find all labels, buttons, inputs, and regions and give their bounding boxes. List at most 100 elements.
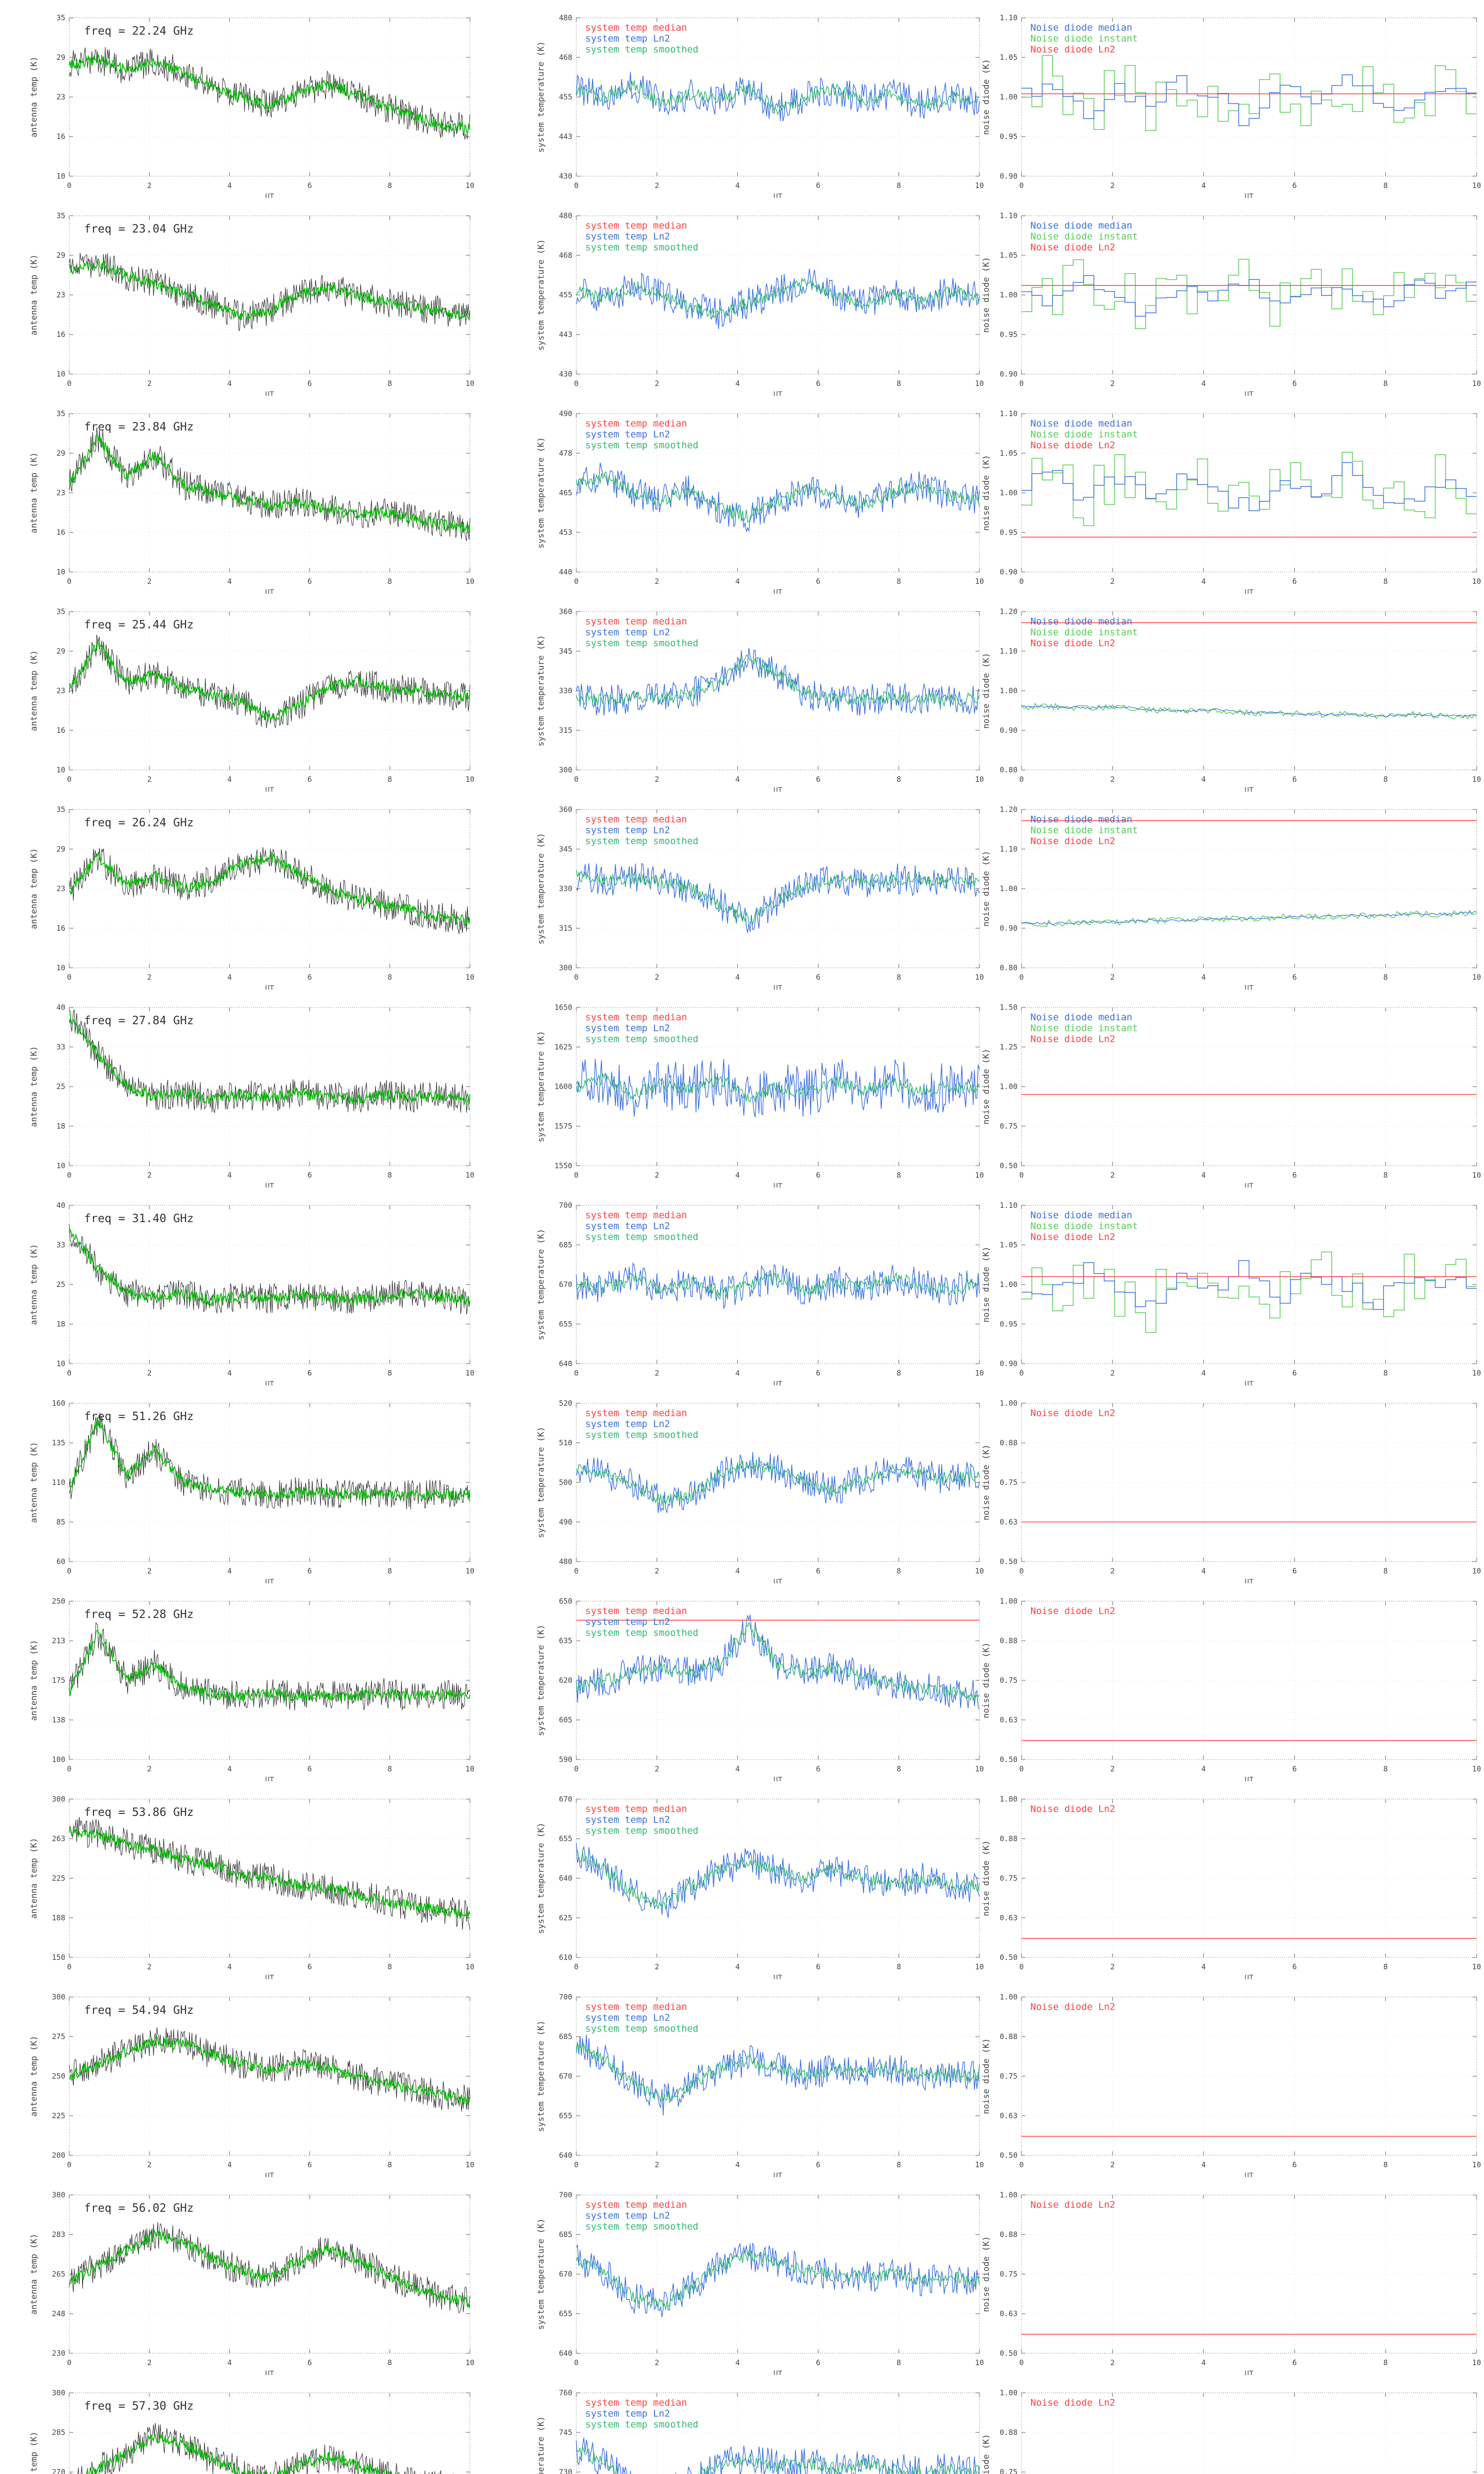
y-tick-label: 275 <box>52 2032 65 2041</box>
y-tick-label: 685 <box>559 2230 572 2239</box>
x-tick-label: 4 <box>227 973 232 982</box>
y-tick-label: 1.10 <box>1000 647 1018 656</box>
plot-row-25.44GHz: 0 2 4 6 8 10 10 16 23 29 35 antenna temp (K) UT freq … <box>29 607 1481 792</box>
y-tick-label: 655 <box>559 2309 572 2318</box>
x-tick-label: 4 <box>1201 1764 1206 1773</box>
y-tick-label: 650 <box>559 1597 572 1606</box>
y-tick-label: 300 <box>52 2388 65 2397</box>
x-tick-label: 0 <box>67 1764 71 1773</box>
x-tick-label: 0 <box>1019 1171 1023 1180</box>
series-path <box>69 1009 470 1106</box>
series-path <box>576 72 980 122</box>
legend-entry: Noise diode instant <box>1030 231 1138 242</box>
y-tick-label: 490 <box>559 1518 572 1526</box>
y-axis-label: noise diode (K) <box>981 2038 991 2114</box>
legend-entry: system temp median <box>585 1012 687 1023</box>
freq-label: freq = 56.02 GHz <box>84 2202 194 2215</box>
series-path <box>576 1615 980 1710</box>
x-tick-label: 0 <box>574 775 578 784</box>
x-tick-label: 8 <box>1383 1369 1388 1378</box>
y-tick-label: 330 <box>559 884 572 893</box>
y-tick-label: 35 <box>56 211 65 220</box>
x-tick-label: 0 <box>1019 1962 1023 1971</box>
x-tick-label: 10 <box>465 775 474 784</box>
x-tick-label: 4 <box>735 1567 740 1575</box>
legend-entry: Noise diode median <box>1030 814 1132 825</box>
x-tick-label: 8 <box>387 1764 392 1773</box>
x-tick-label: 8 <box>896 1171 901 1180</box>
x-tick-label: 6 <box>816 1764 820 1773</box>
plot-frame <box>69 2194 470 2354</box>
x-tick-label: 0 <box>574 1171 578 1180</box>
plot-frame <box>69 1799 470 1958</box>
y-tick-label: 25 <box>56 1280 65 1289</box>
freq-label: freq = 52.28 GHz <box>84 1608 194 1621</box>
y-tick-label: 16 <box>56 924 65 933</box>
x-tick-label: 10 <box>465 1962 474 1971</box>
legend-entry: system temp median <box>585 22 687 33</box>
y-tick-label: 0.75 <box>1000 2468 1018 2474</box>
y-tick-label: 730 <box>559 2468 572 2474</box>
x-axis-label: UT <box>773 984 782 990</box>
y-tick-label: 605 <box>559 1715 572 1724</box>
series-path <box>69 1224 470 1315</box>
y-axis-label: system temperature (K) <box>536 1031 546 1142</box>
plot-frame <box>1021 1601 1477 1760</box>
y-tick-label: 1650 <box>555 1003 572 1012</box>
legend-entry: system temp median <box>585 2199 687 2210</box>
plot-frame <box>1021 1007 1477 1166</box>
x-tick-label: 0 <box>1019 2160 1023 2169</box>
y-tick-label: 1.25 <box>1000 1043 1018 1051</box>
x-tick-label: 6 <box>816 1567 820 1575</box>
y-tick-label: 283 <box>52 2230 65 2239</box>
legend-entry: system temp smoothed <box>585 2419 698 2430</box>
y-tick-label: 745 <box>559 2428 572 2437</box>
y-tick-label: 40 <box>56 1003 65 1012</box>
legend-entry: system temp smoothed <box>585 1825 698 1836</box>
x-tick-label: 2 <box>654 2160 659 2169</box>
legend-entry: system temp Ln2 <box>585 33 670 44</box>
y-tick-label: 0.88 <box>1000 1834 1018 1843</box>
y-tick-label: 640 <box>559 2349 572 2358</box>
y-tick-label: 33 <box>56 1240 65 1249</box>
x-tick-label: 10 <box>975 1369 984 1378</box>
series-path <box>576 654 980 707</box>
y-tick-label: 285 <box>52 2428 65 2437</box>
y-tick-label: 16 <box>56 528 65 537</box>
legend-entry: system temp Ln2 <box>585 429 670 440</box>
y-tick-label: 270 <box>52 2468 65 2474</box>
x-axis-label: UT <box>1245 786 1253 792</box>
series-path <box>576 1621 980 1701</box>
freq-label: freq = 27.84 GHz <box>84 1014 194 1027</box>
legend-entry: system temp Ln2 <box>585 2408 670 2419</box>
y-tick-label: 1.00 <box>1000 93 1018 101</box>
y-tick-label: 480 <box>559 1557 572 1566</box>
x-tick-label: 2 <box>1110 379 1114 388</box>
y-tick-label: 0.80 <box>1000 963 1018 972</box>
x-tick-label: 6 <box>816 1369 820 1378</box>
freq-label: freq = 26.24 GHz <box>84 816 194 829</box>
legend-entry: Noise diode instant <box>1030 1221 1138 1232</box>
legend-entry: Noise diode Ln2 <box>1030 836 1115 847</box>
y-axis-label: system temperature (K) <box>536 1624 546 1736</box>
x-tick-label: 2 <box>654 775 659 784</box>
y-axis-label: noise diode (K) <box>981 59 991 135</box>
x-tick-label: 0 <box>1019 1567 1023 1575</box>
x-tick-label: 8 <box>387 181 392 190</box>
y-axis-label: antenna temp (K) <box>29 1640 39 1721</box>
x-tick-label: 4 <box>1201 1567 1206 1575</box>
y-tick-label: 135 <box>52 1438 65 1447</box>
y-axis-label: antenna temp (K) <box>29 56 39 138</box>
x-tick-label: 6 <box>1292 577 1297 586</box>
y-tick-label: 635 <box>559 1636 572 1645</box>
plot-frame <box>1021 809 1477 968</box>
y-tick-label: 263 <box>52 1834 65 1843</box>
x-tick-label: 10 <box>975 973 984 982</box>
series-path <box>69 252 470 332</box>
x-tick-label: 4 <box>1201 2160 1206 2169</box>
